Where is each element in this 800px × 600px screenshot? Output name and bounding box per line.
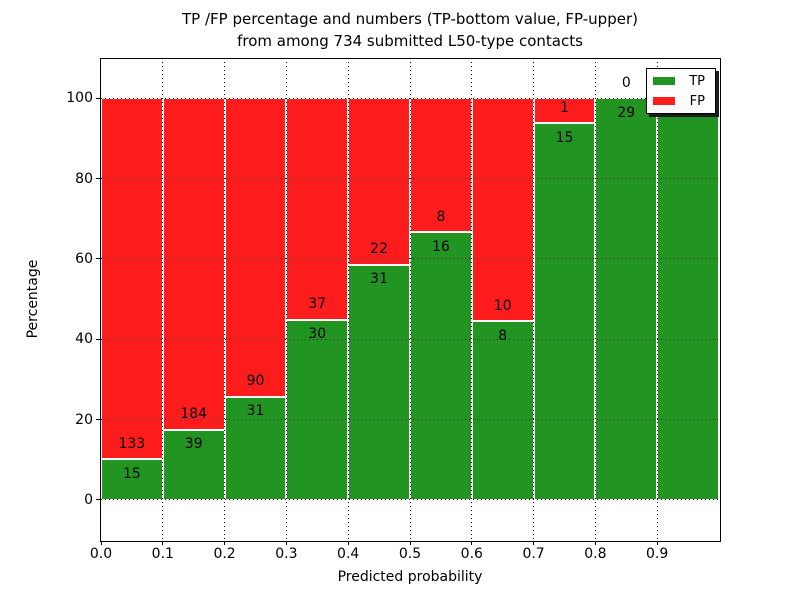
tp-count-label: 15 <box>122 465 141 482</box>
tp-count-label: 29 <box>617 104 636 121</box>
legend-item-tp: TP <box>653 74 705 89</box>
fp-bar-segment <box>471 98 534 322</box>
y-tick-mark <box>96 178 100 179</box>
tp-count-label: 31 <box>370 271 388 288</box>
x-tick-label: 0.1 <box>151 546 174 562</box>
fp-bar-segment <box>286 98 349 320</box>
legend-fp-label: FP <box>689 93 705 109</box>
v-gridline <box>656 58 658 540</box>
tp-bar-segment <box>533 123 596 500</box>
tp-bar-segment <box>595 98 658 500</box>
fp-bar-segment <box>101 98 163 460</box>
fp-count-label: 90 <box>246 373 265 390</box>
v-gridline <box>224 58 226 540</box>
x-tick-mark <box>471 541 473 545</box>
x-tick-mark <box>656 541 658 545</box>
tp-count-label: 16 <box>431 238 450 255</box>
tp-bar-segment <box>471 321 534 500</box>
x-tick-label: 0.2 <box>213 546 236 562</box>
tp-bar-segment <box>348 264 410 500</box>
v-gridline <box>409 58 411 540</box>
y-tick-label: 0 <box>84 491 93 508</box>
legend-tp-label: TP <box>689 73 705 89</box>
v-gridline <box>285 58 287 540</box>
legend-item-fp: FP <box>653 94 705 109</box>
x-tick-label: 0.0 <box>89 546 113 562</box>
y-tick-mark <box>96 499 100 501</box>
tp-bar-segment <box>410 232 472 500</box>
fp-bar-segment <box>224 98 287 397</box>
tp-count-label: 8 <box>498 327 508 344</box>
y-tick-mark <box>96 97 100 99</box>
fp-bar-segment <box>162 98 225 430</box>
x-tick-mark <box>162 541 164 545</box>
x-axis-label: Predicted probability <box>337 569 483 585</box>
x-tick-mark <box>100 541 102 545</box>
fp-count-label: 133 <box>118 435 146 452</box>
x-tick-label: 0.8 <box>584 546 607 562</box>
x-tick-mark <box>594 541 596 545</box>
tp-bar-segment <box>286 319 349 500</box>
x-tick-mark <box>285 541 287 545</box>
chart-title-line2: from among 734 submitted L50-type contac… <box>237 32 583 50</box>
tp-count-label: 39 <box>184 436 203 453</box>
x-tick-label: 0.5 <box>398 546 422 562</box>
fp-count-label: 0 <box>621 74 631 91</box>
x-tick-label: 0.7 <box>522 546 545 562</box>
tp-bar-segment <box>101 459 163 500</box>
chart-title-line1: TP /FP percentage and numbers (TP-bottom… <box>182 10 638 28</box>
x-tick-label: 0.3 <box>275 546 298 562</box>
y-tick-mark <box>96 258 100 260</box>
fp-bar-segment <box>533 98 596 124</box>
y-tick-mark <box>96 338 100 340</box>
y-tick-label: 100 <box>66 90 93 107</box>
fp-count-label: 37 <box>308 296 327 313</box>
legend: TP FP <box>646 68 716 114</box>
y-axis-label: Percentage <box>25 259 41 339</box>
legend-fp-swatch-icon <box>653 97 675 105</box>
tp-bar-segment <box>657 98 719 500</box>
x-tick-label: 0.9 <box>646 546 669 562</box>
v-gridline <box>162 58 164 540</box>
x-tick-label: 0.4 <box>337 546 360 562</box>
chart-title: TP /FP percentage and numbers (TP-bottom… <box>101 8 719 52</box>
v-gridline <box>594 58 596 540</box>
tp-count-label: 15 <box>555 129 574 146</box>
x-tick-mark <box>347 541 349 545</box>
y-tick-label: 60 <box>75 250 93 267</box>
fp-count-label: 1 <box>560 99 569 116</box>
y-tick-mark <box>96 419 100 420</box>
fp-count-label: 22 <box>370 241 388 258</box>
legend-tp-swatch-icon <box>653 77 675 85</box>
y-tick-label: 40 <box>75 331 93 348</box>
x-tick-mark <box>533 541 535 545</box>
fp-count-label: 184 <box>180 406 208 423</box>
tp-bar-segment <box>162 429 225 500</box>
fp-count-label: 8 <box>436 208 446 225</box>
y-tick-label: 80 <box>75 170 93 187</box>
x-tick-mark <box>409 541 411 545</box>
y-tick-label: 20 <box>75 411 93 428</box>
tp-count-label: 30 <box>308 326 327 343</box>
tp-count-label: 31 <box>246 403 265 420</box>
v-gridline <box>347 58 349 540</box>
x-tick-label: 0.6 <box>460 546 483 562</box>
fp-count-label: 10 <box>493 297 512 314</box>
v-gridline <box>471 58 473 540</box>
fp-bar-segment <box>348 98 410 265</box>
x-tick-mark <box>224 541 226 545</box>
v-gridline <box>533 58 535 540</box>
